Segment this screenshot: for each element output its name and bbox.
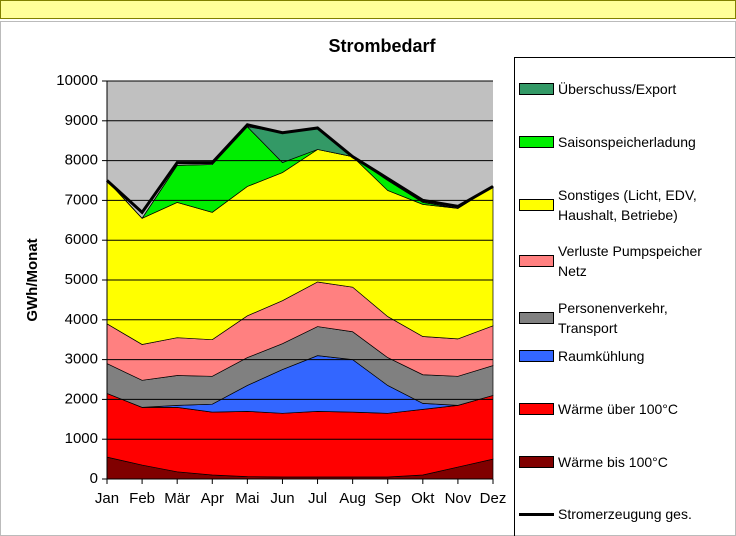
- legend-swatch: [519, 350, 554, 362]
- legend-swatch: [519, 403, 554, 415]
- legend-item: Sonstiges (Licht, EDV, Haushalt, Betrieb…: [519, 185, 730, 225]
- y-tick-label: 9000: [65, 112, 98, 129]
- legend-swatch: [519, 199, 554, 211]
- legend-item: Überschuss/Export: [519, 79, 730, 99]
- legend-label: Raumkühlung: [558, 348, 645, 364]
- legend-label: Wärme über 100°C: [558, 401, 678, 417]
- legend-item: Raumkühlung: [519, 346, 730, 366]
- y-tick-label: 2000: [65, 390, 98, 407]
- x-tick-label: Nov: [445, 490, 472, 507]
- legend-swatch: [519, 512, 554, 516]
- legend-item: Stromerzeugung ges.: [519, 504, 730, 524]
- x-tick-label: Apr: [201, 490, 224, 507]
- y-tick-label: 4000: [65, 311, 98, 328]
- x-tick-label: Aug: [339, 490, 366, 507]
- x-tick-label: Okt: [411, 490, 435, 507]
- y-tick-label: 0: [90, 470, 98, 487]
- y-tick-label: 1000: [65, 430, 98, 447]
- y-axis-label: GWh/Monat: [24, 238, 41, 321]
- legend-swatch: [519, 456, 554, 468]
- legend-swatch: [519, 312, 554, 324]
- legend-label: Verluste Pumpspeicher Netz: [558, 243, 702, 279]
- top-strip: [0, 0, 736, 19]
- legend-label: Personenverkehr, Transport: [558, 300, 668, 336]
- legend-item: Personenverkehr, Transport: [519, 298, 730, 338]
- x-tick-label: Mai: [235, 490, 259, 507]
- y-tick-label: 8000: [65, 152, 98, 169]
- legend-item: Verluste Pumpspeicher Netz: [519, 241, 730, 281]
- y-tick-label: 7000: [65, 191, 98, 208]
- x-tick-label: Jan: [95, 490, 119, 507]
- x-tick-label: Feb: [129, 490, 155, 507]
- legend-swatch: [519, 136, 554, 148]
- legend-label: Sonstiges (Licht, EDV, Haushalt, Betrieb…: [558, 187, 697, 223]
- chart-title: Strombedarf: [328, 36, 436, 56]
- x-tick-label: Mär: [164, 490, 190, 507]
- y-tick-label: 10000: [56, 72, 98, 89]
- legend-label: Überschuss/Export: [558, 81, 677, 97]
- y-tick-label: 6000: [65, 231, 98, 248]
- y-tick-label: 5000: [65, 271, 98, 288]
- legend: Überschuss/Export Saisonspeicherladung Son…: [514, 57, 735, 536]
- line: [105, 123, 494, 215]
- x-tick-label: Dez: [480, 490, 507, 507]
- legend-swatch: [519, 255, 554, 267]
- legend-label: Wärme bis 100°C: [558, 454, 668, 470]
- legend-item: Wärme über 100°C: [519, 399, 730, 419]
- areas: [106, 126, 494, 480]
- legend-label: Stromerzeugung ges.: [558, 506, 692, 522]
- x-tick-label: Sep: [374, 490, 401, 507]
- legend-swatch: [519, 83, 554, 95]
- x-tick-label: Jun: [270, 490, 294, 507]
- legend-item: Wärme bis 100°C: [519, 452, 730, 472]
- y-tick-label: 3000: [65, 351, 98, 368]
- legend-item: Saisonspeicherladung: [519, 132, 730, 152]
- legend-label: Saisonspeicherladung: [558, 134, 696, 150]
- x-tick-label: Jul: [308, 490, 327, 507]
